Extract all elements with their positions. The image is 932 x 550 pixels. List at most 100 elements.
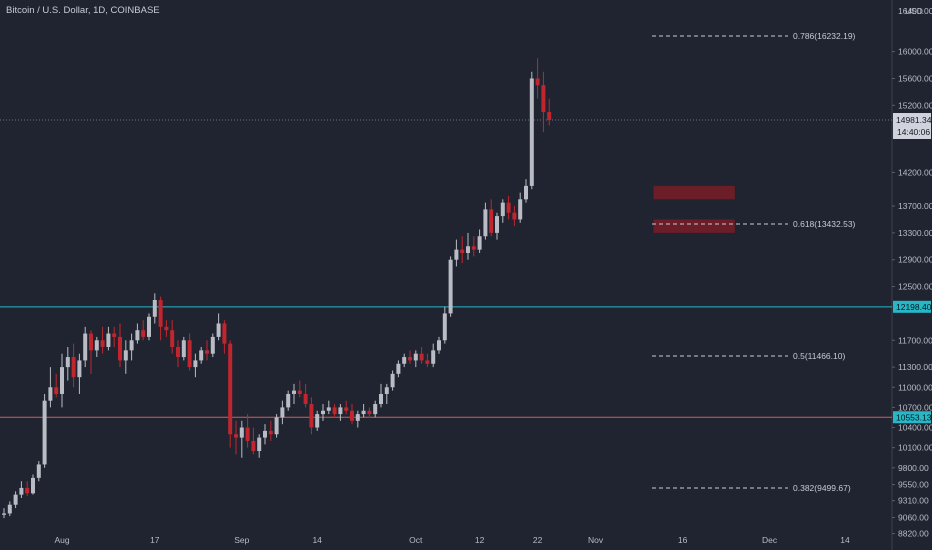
candle [315, 410, 320, 431]
candle-body [89, 333, 93, 351]
candle-body [448, 259, 453, 314]
candle [106, 326, 111, 351]
candle [506, 195, 511, 220]
candle [268, 420, 273, 441]
y-tick-label: 12900.00 [898, 255, 932, 265]
candle [350, 404, 354, 425]
candle-body [112, 333, 117, 337]
y-tick-label: 10100.00 [898, 443, 932, 453]
x-tick-label: 16 [678, 535, 688, 545]
candle-body [164, 326, 169, 331]
y-tick-label: 10700.00 [898, 402, 932, 412]
candle-body [170, 330, 175, 347]
resistance-zone [653, 219, 735, 233]
candle-body [60, 367, 64, 394]
candle-body [176, 346, 180, 358]
candle-body [437, 340, 441, 351]
horizontal-levels [0, 119, 892, 418]
candle-body [274, 417, 279, 435]
candle [89, 330, 93, 374]
candle-body [471, 246, 476, 250]
candle-body [350, 410, 354, 421]
candle-body [54, 387, 59, 394]
level-price-tag [893, 300, 931, 313]
candle-body [187, 340, 192, 368]
candle-body [222, 323, 227, 344]
candle [396, 360, 401, 378]
candle [152, 293, 157, 324]
candle-body [419, 353, 424, 361]
candle [286, 390, 291, 411]
candle-body [466, 246, 470, 254]
candle [292, 383, 296, 405]
candle-body [245, 427, 250, 441]
fib-level-label: 0.786(16232.19) [793, 31, 856, 41]
candle-body [442, 313, 447, 341]
candle-body [303, 393, 308, 405]
candle-body [83, 333, 88, 361]
candle-body [263, 430, 267, 438]
candle [263, 424, 267, 445]
candle [338, 404, 343, 421]
candle-body [413, 353, 418, 361]
y-tick-label: 9060.00 [898, 512, 929, 522]
candle [384, 383, 389, 405]
candle-body [129, 340, 134, 351]
candle [541, 71, 546, 133]
candle [7, 501, 12, 517]
last-price-tag-label: 14981.34 [896, 115, 932, 125]
candle-body [106, 333, 111, 347]
candle [245, 414, 250, 448]
candle [326, 400, 331, 415]
candle [118, 323, 122, 368]
x-tick-label: 22 [533, 535, 543, 545]
fibonacci-levels: 0.786(16232.19) 0.618(13432.53) 0.5(11466.… [652, 31, 856, 493]
candle [402, 353, 407, 368]
candle [367, 407, 372, 418]
candle-body [477, 236, 482, 250]
candle-body [135, 330, 140, 341]
candle-body [48, 387, 53, 401]
candle-body [535, 78, 540, 86]
y-tick-label: 12500.00 [898, 282, 932, 292]
y-tick-label: 9550.00 [898, 480, 929, 490]
y-tick-label: 16000.00 [898, 47, 932, 57]
level-price-tag-label: 10553.13 [896, 412, 932, 422]
y-tick-label: 11300.00 [898, 362, 932, 372]
candle [442, 306, 447, 344]
chart-title: Bitcoin / U.S. Dollar, 1D, COINBASE [6, 5, 160, 16]
candle [309, 397, 314, 435]
candle-body [321, 410, 325, 415]
candle [205, 340, 209, 361]
candle [524, 179, 528, 203]
candle-body [524, 185, 528, 200]
candle-body [332, 407, 337, 415]
candle-body [315, 414, 320, 428]
candle [181, 336, 186, 361]
candle-body [402, 357, 407, 364]
candle [199, 346, 204, 364]
candle-body [193, 360, 198, 368]
candle-body [7, 504, 12, 514]
candle-body [454, 249, 459, 260]
candle-body [25, 487, 30, 494]
candle [54, 373, 59, 398]
candle-body [309, 404, 314, 428]
candle-body [13, 494, 18, 505]
candle [228, 340, 233, 448]
x-tick-label: Dec [762, 535, 778, 545]
candle-body [489, 209, 494, 233]
candle [547, 98, 552, 126]
last-price-tag [893, 113, 931, 140]
candle [176, 340, 180, 368]
candle-body [36, 464, 41, 478]
y-tick-label: 10400.00 [898, 423, 932, 433]
candle-body [152, 299, 157, 317]
candle [31, 474, 35, 495]
candle-body [205, 350, 209, 354]
candle [222, 320, 227, 354]
candle [2, 508, 6, 519]
candle [257, 434, 262, 458]
candle [112, 326, 117, 347]
